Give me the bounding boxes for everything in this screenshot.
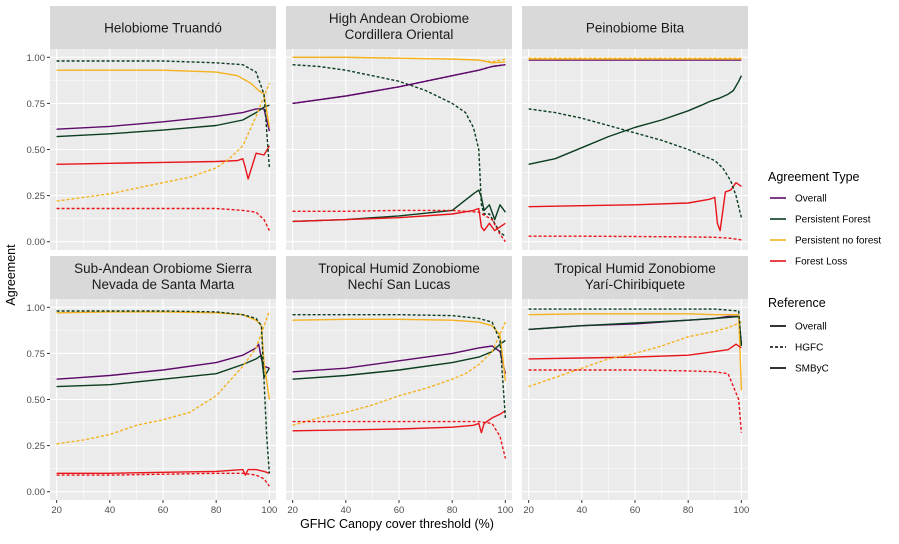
series-line-persistent-no-forest-smbyc: [56, 69, 271, 128]
y-tick-label: 1.00: [27, 53, 46, 64]
x-tick-label: 20: [523, 505, 534, 516]
legend-reference-title: Reference: [768, 296, 826, 310]
panel-3: Peinobiome Bita: [522, 6, 748, 250]
y-tick-label: 0.75: [27, 99, 46, 110]
legend-agreement-item: Forest Loss: [795, 257, 847, 268]
panel-strip: [522, 6, 748, 49]
panels-layer: Helobiome Truandó 0.00 0.25 0.50 0.75 1.00 Hig…: [27, 6, 749, 516]
legend-layer: Agreement Type Overall Persistent Forest Pe…: [768, 170, 881, 375]
x-tick-label: 40: [341, 505, 352, 516]
y-tick-label: 0.25: [27, 441, 46, 452]
y-tick-label: 1.00: [27, 303, 46, 314]
x-tick-label: 100: [497, 505, 513, 516]
y-tick-label: 0.25: [27, 191, 46, 202]
series-line-forest-loss-hgfc: [56, 207, 271, 231]
series-line-persistent-forest-hgfc: [56, 60, 271, 168]
series-line-forest-loss-smbyc: [56, 145, 271, 180]
series-line-persistent-forest-smbyc: [528, 75, 743, 165]
legend-agreement-item: Persistent no forest: [795, 236, 881, 247]
panel-title-line: Helobiome Truandó: [104, 21, 222, 36]
series-line-forest-loss-hgfc: [56, 472, 270, 487]
legend-agreement-item: Persistent Forest: [795, 215, 871, 226]
y-axis-title: Agreement: [4, 244, 18, 306]
panel-6: Tropical Humid ZonobiomeYarí-Chiribiquet…: [522, 256, 749, 516]
series-line-persistent-forest-smbyc: [292, 189, 506, 223]
series-line-overall-smbyc: [56, 108, 271, 132]
panel-title-line: Tropical Humid Zonobiome: [554, 261, 716, 276]
x-tick-label: 80: [447, 505, 458, 516]
series-line-persistent-no-forest-smbyc: [292, 56, 506, 64]
series-line-persistent-forest-hgfc: [56, 310, 271, 474]
series-line-persistent-forest-smbyc: [56, 104, 270, 138]
series-line-forest-loss-hgfc: [292, 420, 507, 459]
series-line-persistent-no-forest-hgfc: [292, 321, 507, 426]
x-axis-title: GFHC Canopy cover threshold (%): [300, 517, 494, 531]
x-tick-label: 20: [287, 505, 298, 516]
series-line-overall-smbyc: [292, 345, 507, 374]
series-line-persistent-forest-hgfc: [292, 64, 506, 237]
series-line-persistent-no-forest-hgfc: [56, 82, 271, 202]
series-line-forest-loss-smbyc: [292, 410, 506, 434]
series-line-forest-loss-hgfc: [528, 369, 743, 433]
series-line-persistent-forest-smbyc: [528, 315, 743, 347]
y-tick-label: 0.00: [27, 487, 46, 498]
x-tick-label: 80: [211, 505, 222, 516]
series-line-forest-loss-smbyc: [56, 468, 270, 476]
series-line-forest-loss-hgfc: [292, 209, 506, 243]
legend-reference-item: Overall: [795, 322, 827, 333]
series-line-forest-loss-smbyc: [528, 182, 742, 232]
y-tick-label: 0.50: [27, 395, 46, 406]
x-tick-label: 60: [394, 505, 405, 516]
x-tick-label: 60: [158, 505, 169, 516]
y-tick-label: 0.75: [27, 349, 46, 360]
x-tick-label: 100: [733, 505, 749, 516]
series-line-forest-loss-smbyc: [528, 343, 742, 360]
series-line-persistent-forest-smbyc: [292, 339, 506, 380]
y-tick-label: 0.00: [27, 237, 46, 248]
series-line-persistent-forest-hgfc: [292, 314, 507, 418]
x-tick-label: 40: [577, 505, 588, 516]
legend-agreement-title: Agreement Type: [768, 170, 860, 184]
panel-strip: [286, 256, 512, 299]
legend-agreement-item: Overall: [795, 194, 827, 205]
y-tick-label: 0.50: [27, 145, 46, 156]
panel-title-line: Sub-Andean Orobiome Sierra: [74, 261, 252, 276]
legend-reference-item: HGFC: [795, 343, 823, 354]
series-line-persistent-no-forest-smbyc: [528, 313, 743, 391]
panel-title-line: Nechí San Lucas: [348, 277, 451, 292]
series-line-persistent-no-forest-smbyc: [292, 318, 507, 382]
legend-reference-item: SMByC: [795, 364, 829, 375]
panel-1: Helobiome Truandó 0.00 0.25 0.50 0.75 1.00: [27, 6, 276, 250]
panel-title-line: High Andean Orobiome: [329, 11, 469, 26]
series-line-persistent-no-forest-hgfc: [56, 310, 271, 445]
x-tick-label: 80: [683, 505, 694, 516]
panel-strip: [522, 256, 748, 299]
series-line-persistent-forest-hgfc: [528, 308, 743, 345]
x-tick-label: 60: [630, 505, 641, 516]
series-line-persistent-no-forest-hgfc: [528, 321, 742, 388]
panel-title-line: Cordillera Oriental: [345, 27, 454, 42]
panel-title-line: Yarí-Chiribiquete: [585, 277, 685, 292]
series-line-overall-hgfc: [292, 64, 506, 105]
panel-strip: [286, 6, 512, 49]
panel-strip: [50, 6, 276, 49]
series-line-persistent-forest-smbyc: [56, 354, 271, 388]
panel-title-line: Tropical Humid Zonobiome: [318, 261, 480, 276]
series-line-forest-loss-smbyc: [292, 207, 506, 232]
x-tick-label: 100: [261, 505, 277, 516]
x-tick-label: 20: [51, 505, 62, 516]
x-tick-label: 40: [105, 505, 116, 516]
panel-strip: [50, 256, 276, 299]
panel-title-line: Nevada de Santa Marta: [92, 277, 235, 292]
panel-title-line: Peinobiome Bita: [586, 21, 685, 36]
